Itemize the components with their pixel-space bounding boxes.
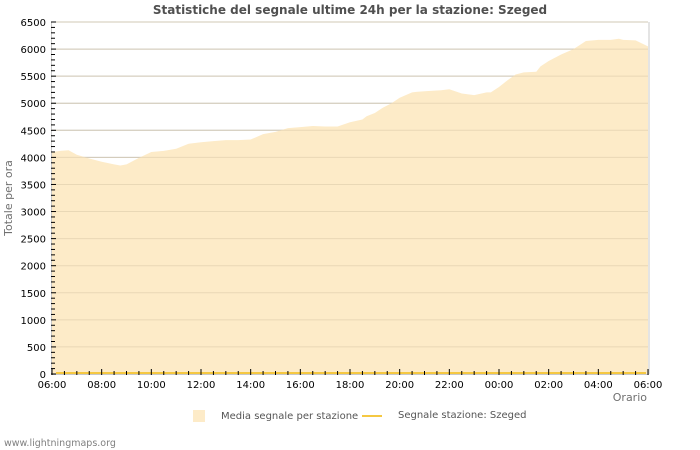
svg-text:500: 500 bbox=[27, 343, 46, 354]
svg-text:3500: 3500 bbox=[21, 180, 46, 191]
svg-text:2500: 2500 bbox=[21, 235, 46, 246]
average-signal-area bbox=[52, 38, 648, 375]
svg-text:16:00: 16:00 bbox=[286, 380, 315, 391]
svg-text:02:00: 02:00 bbox=[534, 380, 563, 391]
svg-text:00:00: 00:00 bbox=[485, 380, 514, 391]
svg-text:5500: 5500 bbox=[21, 72, 46, 83]
svg-text:6000: 6000 bbox=[21, 45, 46, 56]
svg-text:1000: 1000 bbox=[21, 316, 46, 327]
svg-text:20:00: 20:00 bbox=[385, 380, 414, 391]
svg-text:10:00: 10:00 bbox=[137, 380, 166, 391]
svg-text:06:00: 06:00 bbox=[634, 380, 663, 391]
x-axis-ticks: 06:00 08:00 10:00 12:00 14:00 16:00 18:00 20:00… bbox=[38, 369, 663, 391]
svg-text:04:00: 04:00 bbox=[584, 380, 613, 391]
svg-text:22:00: 22:00 bbox=[435, 380, 464, 391]
x-axis-label: Orario bbox=[613, 391, 648, 404]
legend-item-average: Media segnale per stazione bbox=[193, 410, 358, 422]
y-axis-ticks: 0 500 1000 1500 2000 2500 3000 3500 4000 4500 5000… bbox=[21, 18, 56, 381]
legend-label-average: Media segnale per stazione bbox=[221, 410, 359, 422]
svg-text:3000: 3000 bbox=[21, 208, 46, 219]
area-swatch-icon bbox=[193, 410, 205, 422]
svg-text:4500: 4500 bbox=[21, 126, 46, 137]
gridlines-over-area bbox=[52, 21, 648, 348]
legend-item-station: Segnale stazione: Szeged bbox=[362, 410, 526, 421]
legend: Media segnale per stazione Segnale stazi… bbox=[0, 410, 700, 426]
line-swatch-icon bbox=[362, 414, 382, 417]
svg-text:2000: 2000 bbox=[21, 262, 46, 273]
legend-label-station: Segnale stazione: Szeged bbox=[398, 410, 527, 421]
svg-text:6500: 6500 bbox=[21, 18, 46, 29]
svg-text:5000: 5000 bbox=[21, 99, 46, 110]
svg-text:12:00: 12:00 bbox=[187, 380, 216, 391]
svg-text:14:00: 14:00 bbox=[236, 380, 265, 391]
chart-plot: 0 500 1000 1500 2000 2500 3000 3500 4000 4500 5000… bbox=[2, 18, 663, 404]
chart-title: Statistiche del segnale ultime 24h per l… bbox=[152, 3, 548, 17]
svg-text:18:00: 18:00 bbox=[336, 380, 365, 391]
svg-text:06:00: 06:00 bbox=[38, 380, 67, 391]
y-axis-label: Totale per ora bbox=[2, 160, 15, 237]
svg-text:1500: 1500 bbox=[21, 289, 46, 300]
site-credit: www.lightningmaps.org bbox=[4, 438, 116, 449]
svg-text:4000: 4000 bbox=[21, 153, 46, 164]
svg-text:0: 0 bbox=[40, 370, 46, 381]
svg-text:08:00: 08:00 bbox=[87, 380, 116, 391]
